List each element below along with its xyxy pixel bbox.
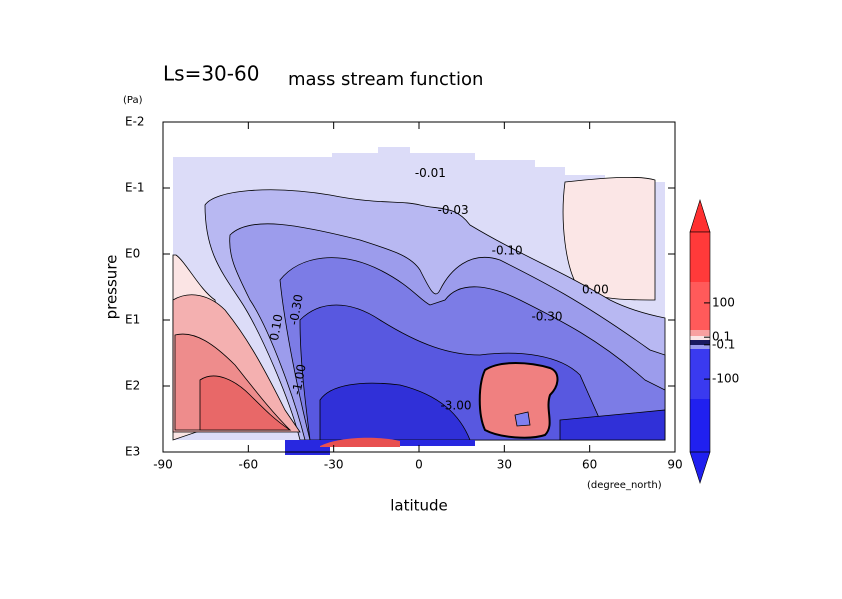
y-tick-label: E2 xyxy=(125,379,140,393)
contour-label: -0.10 xyxy=(492,243,523,257)
colorbar-tick-label: -100 xyxy=(712,372,739,386)
y-axis-label: pressure xyxy=(103,255,121,320)
contour-field xyxy=(172,147,666,455)
colorbar-band xyxy=(690,336,710,340)
contour-label: -1.00 xyxy=(289,363,308,396)
contour-label: -0.03 xyxy=(438,203,469,217)
contour-region xyxy=(320,437,400,447)
colorbar-band xyxy=(690,232,710,282)
x-tick-label: -60 xyxy=(239,458,259,472)
colorbar-tick-label: 100 xyxy=(712,295,735,309)
contour-region xyxy=(559,409,666,441)
contour-label: -0.30 xyxy=(531,309,562,323)
y-tick-label: E-1 xyxy=(125,181,145,195)
colorbar-band xyxy=(690,345,710,349)
y-tick-label: E3 xyxy=(125,445,140,459)
contour-region xyxy=(514,411,531,427)
y-tick-label: E-2 xyxy=(125,115,145,129)
colorbar-band xyxy=(690,282,710,330)
x-tick-label: 0 xyxy=(415,458,423,472)
contour-label: -3.00 xyxy=(440,398,471,412)
colorbar-band xyxy=(690,330,710,336)
colorbar-extend xyxy=(689,451,711,484)
contour-label: -0.30 xyxy=(287,293,306,326)
contour-label: 0.10 xyxy=(267,313,285,342)
contour-label: 0.00 xyxy=(582,282,609,296)
chart-title: Ls=30-60 xyxy=(163,62,259,86)
colorbar-extend xyxy=(689,198,711,233)
colorbar-tick-label: 0.1 xyxy=(712,330,731,344)
x-tick-label: 30 xyxy=(497,458,512,472)
colorbar xyxy=(689,198,711,484)
y-unit: (Pa) xyxy=(123,95,143,106)
contour-region xyxy=(562,176,656,301)
colorbar-frame xyxy=(689,231,711,453)
colorbar-band xyxy=(690,349,710,399)
y-tick-label: E1 xyxy=(125,313,140,327)
x-tick-label: -30 xyxy=(324,458,344,472)
x-tick-label: 60 xyxy=(582,458,597,472)
x-axis-label: latitude xyxy=(390,497,448,515)
x-tick-label: -90 xyxy=(153,458,173,472)
chart-subtitle: mass stream function xyxy=(288,69,483,90)
contour-region xyxy=(319,382,471,441)
colorbar-band xyxy=(690,399,710,452)
contour-region xyxy=(478,362,559,439)
contour-label: -0.01 xyxy=(415,166,446,180)
colorbar-tick-label: -0.1 xyxy=(712,337,735,351)
x-tick-label: 90 xyxy=(667,458,682,472)
y-tick-label: E0 xyxy=(125,247,140,261)
contour-region xyxy=(199,375,292,431)
x-unit: (degree_north) xyxy=(587,480,662,491)
colorbar-band xyxy=(690,340,710,345)
